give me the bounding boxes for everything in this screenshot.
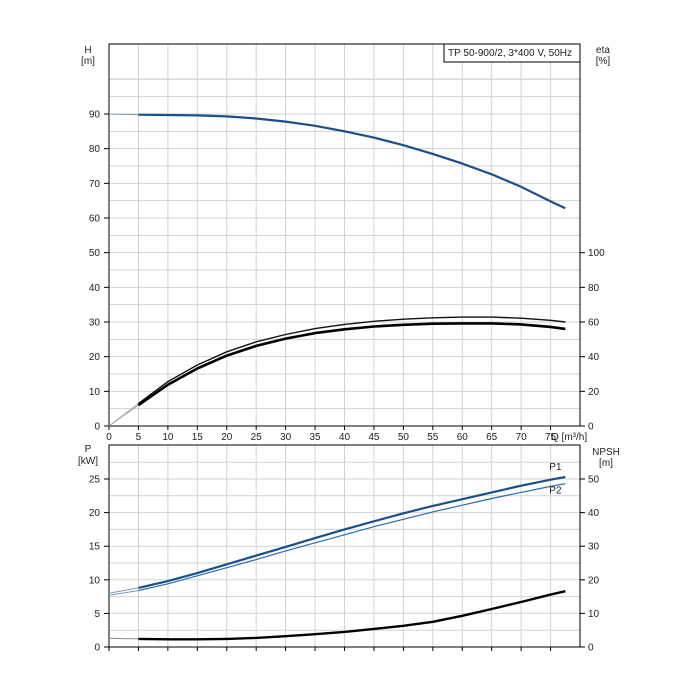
x-tick-label: 70 bbox=[516, 432, 528, 443]
y-tick-label-right: 30 bbox=[588, 542, 600, 553]
head-curve bbox=[138, 113, 566, 210]
series-label-p1: P1 bbox=[549, 462, 562, 473]
head-curve-extrapolated bbox=[108, 113, 139, 116]
x-tick-label: 50 bbox=[398, 432, 410, 443]
y-axis-unit-right: [%] bbox=[596, 56, 611, 67]
power-npsh-panel: 0 5 10 15 20 25 0 10 20 30 40 50 P[kW] NPSH[m] P1 P2 bbox=[78, 444, 620, 654]
efficiency-curve bbox=[137, 322, 566, 407]
y-axis-unit-right: [m] bbox=[599, 458, 613, 469]
p2-curve bbox=[138, 483, 566, 592]
y-tick-label-left: 10 bbox=[89, 387, 101, 398]
x-axis-label: Q [m³/h] bbox=[551, 432, 587, 443]
efficiency-curve-extrapolated bbox=[108, 404, 139, 427]
y-tick-label-left: 10 bbox=[89, 575, 101, 586]
y-tick-label-right: 100 bbox=[588, 248, 605, 259]
y-tick-label-left: 0 bbox=[94, 422, 100, 433]
p1-curve bbox=[138, 475, 566, 589]
y-tick-label-right: 0 bbox=[588, 643, 594, 654]
y-tick-label-left: 90 bbox=[89, 110, 101, 121]
y-tick-label-left: 70 bbox=[89, 179, 101, 190]
x-tick-label: 20 bbox=[221, 432, 233, 443]
p1-curve-extrapolated bbox=[108, 587, 139, 594]
y-tick-label-left: 20 bbox=[89, 352, 101, 363]
x-tick-label: 10 bbox=[162, 432, 174, 443]
x-tick-label: 30 bbox=[280, 432, 292, 443]
x-tick-label: 35 bbox=[310, 432, 322, 443]
chart-title: TP 50-900/2, 3*400 V, 50Hz bbox=[448, 48, 572, 59]
x-tick-label: 75 bbox=[545, 432, 557, 443]
y-tick-label-right: 50 bbox=[588, 475, 600, 486]
y-axis-label-right: eta bbox=[596, 45, 610, 56]
y-tick-label-left: 50 bbox=[89, 248, 101, 259]
y-tick-label-left: 40 bbox=[89, 283, 101, 294]
x-tick-label: 55 bbox=[427, 432, 439, 443]
y-tick-label-right: 20 bbox=[588, 575, 600, 586]
x-tick-label: 0 bbox=[106, 432, 112, 443]
x-tick-label: 45 bbox=[368, 432, 380, 443]
y-axis-label-left: P bbox=[85, 444, 92, 455]
x-tick-label: 15 bbox=[192, 432, 204, 443]
x-tick-label: 5 bbox=[136, 432, 142, 443]
x-tick-label: 65 bbox=[486, 432, 498, 443]
y-tick-label-right: 20 bbox=[588, 387, 600, 398]
y-tick-label-left: 60 bbox=[89, 214, 101, 225]
y-tick-label-right: 10 bbox=[588, 609, 600, 620]
y-tick-label-right: 0 bbox=[588, 422, 594, 433]
x-tick-label: 25 bbox=[251, 432, 263, 443]
y-tick-label-left: 25 bbox=[89, 475, 101, 486]
x-tick-label: 40 bbox=[339, 432, 351, 443]
y-tick-label-right: 80 bbox=[588, 283, 600, 294]
y-tick-label-left: 15 bbox=[89, 542, 101, 553]
y-tick-label-left: 20 bbox=[89, 508, 101, 519]
head-efficiency-panel: 0 10 20 30 40 50 60 70 80 90 0 20 40 60 80 100 0 5 10 15 20 2… bbox=[81, 43, 611, 443]
y-tick-label-right: 40 bbox=[588, 352, 600, 363]
y-tick-label-left: 80 bbox=[89, 144, 101, 155]
y-axis-unit-left: [kW] bbox=[78, 456, 98, 467]
y-tick-label-right: 40 bbox=[588, 508, 600, 519]
npsh-curve-extrapolated bbox=[108, 637, 139, 640]
npsh-curve bbox=[138, 590, 566, 641]
efficiency-curve bbox=[137, 316, 566, 405]
y-axis-label-left: H bbox=[84, 45, 91, 56]
y-axis-label-right: NPSH bbox=[592, 447, 620, 458]
y-tick-label-left: 30 bbox=[89, 318, 101, 329]
x-tick-label: 60 bbox=[457, 432, 469, 443]
y-tick-label-left: 0 bbox=[94, 643, 100, 654]
y-axis-unit-left: [m] bbox=[81, 56, 95, 67]
y-tick-label-right: 60 bbox=[588, 318, 600, 329]
y-tick-label-left: 5 bbox=[94, 609, 100, 620]
p2-curve-extrapolated bbox=[108, 590, 139, 596]
title-box bbox=[443, 43, 581, 63]
series-label-p2: P2 bbox=[549, 486, 562, 497]
